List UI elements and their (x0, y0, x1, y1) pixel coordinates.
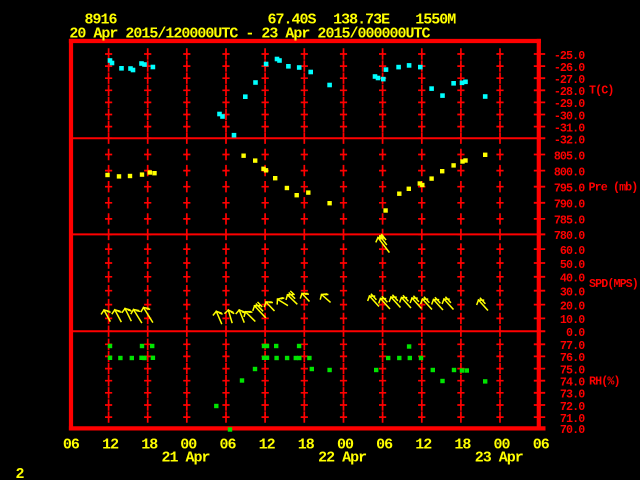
svg-text:12: 12 (415, 436, 432, 453)
svg-text:18: 18 (298, 436, 315, 453)
svg-text:785.0: 785.0 (554, 214, 585, 228)
svg-text:20.0: 20.0 (560, 299, 585, 313)
svg-text:71.0: 71.0 (560, 412, 585, 426)
svg-text:-27.0: -27.0 (554, 73, 585, 87)
svg-text:77.0: 77.0 (560, 339, 585, 353)
svg-text:06: 06 (376, 436, 393, 453)
svg-text:780.0: 780.0 (554, 229, 585, 243)
svg-text:06: 06 (533, 436, 550, 453)
svg-text:06: 06 (219, 436, 236, 453)
svg-text:-25.0: -25.0 (554, 49, 585, 63)
svg-text:40.0: 40.0 (560, 272, 585, 286)
svg-text:18: 18 (454, 436, 471, 453)
svg-text:-31.0: -31.0 (554, 121, 585, 135)
svg-text:-26.0: -26.0 (554, 61, 585, 75)
svg-text:138.73E: 138.73E (333, 11, 390, 28)
svg-text:70.0: 70.0 (560, 423, 585, 437)
svg-text:21 Apr: 21 Apr (162, 449, 210, 466)
svg-text:50.0: 50.0 (560, 258, 585, 272)
svg-text:2: 2 (16, 466, 25, 480)
svg-text:RH(%): RH(%) (589, 375, 620, 389)
svg-text:-28.0: -28.0 (554, 85, 585, 99)
svg-text:12: 12 (259, 436, 276, 453)
svg-text:60.0: 60.0 (560, 244, 585, 258)
svg-text:23 Apr: 23 Apr (475, 449, 523, 466)
svg-text:805.0: 805.0 (554, 149, 585, 163)
svg-text:SPD(MPS): SPD(MPS) (589, 277, 638, 291)
svg-text:22 Apr: 22 Apr (318, 449, 366, 466)
svg-text:67.40S: 67.40S (268, 11, 317, 28)
svg-text:20 Apr 2015/120000UTC - 23 Apr: 20 Apr 2015/120000UTC - 23 Apr 2015/0000… (69, 25, 430, 42)
svg-text:8916: 8916 (85, 11, 118, 28)
svg-text:0.0: 0.0 (566, 326, 585, 340)
svg-text:-30.0: -30.0 (554, 109, 585, 123)
svg-text:-29.0: -29.0 (554, 97, 585, 111)
svg-text:Pre (mb): Pre (mb) (589, 181, 638, 195)
svg-text:75.0: 75.0 (560, 363, 585, 377)
svg-text:12: 12 (102, 436, 119, 453)
svg-text:06: 06 (63, 436, 80, 453)
svg-text:800.0: 800.0 (554, 165, 585, 179)
svg-text:30.0: 30.0 (560, 286, 585, 300)
svg-text:1550M: 1550M (415, 11, 456, 28)
svg-text:00: 00 (180, 436, 197, 453)
svg-text:-32.0: -32.0 (554, 133, 585, 147)
svg-text:790.0: 790.0 (554, 198, 585, 212)
svg-text:00: 00 (493, 436, 510, 453)
svg-text:18: 18 (141, 436, 158, 453)
svg-text:73.0: 73.0 (560, 388, 585, 402)
svg-text:74.0: 74.0 (560, 376, 585, 390)
svg-text:795.0: 795.0 (554, 182, 585, 196)
svg-text:76.0: 76.0 (560, 351, 585, 365)
svg-text:T(C): T(C) (589, 84, 613, 98)
svg-text:10.0: 10.0 (560, 313, 585, 327)
svg-text:00: 00 (337, 436, 354, 453)
svg-text:72.0: 72.0 (560, 400, 585, 414)
